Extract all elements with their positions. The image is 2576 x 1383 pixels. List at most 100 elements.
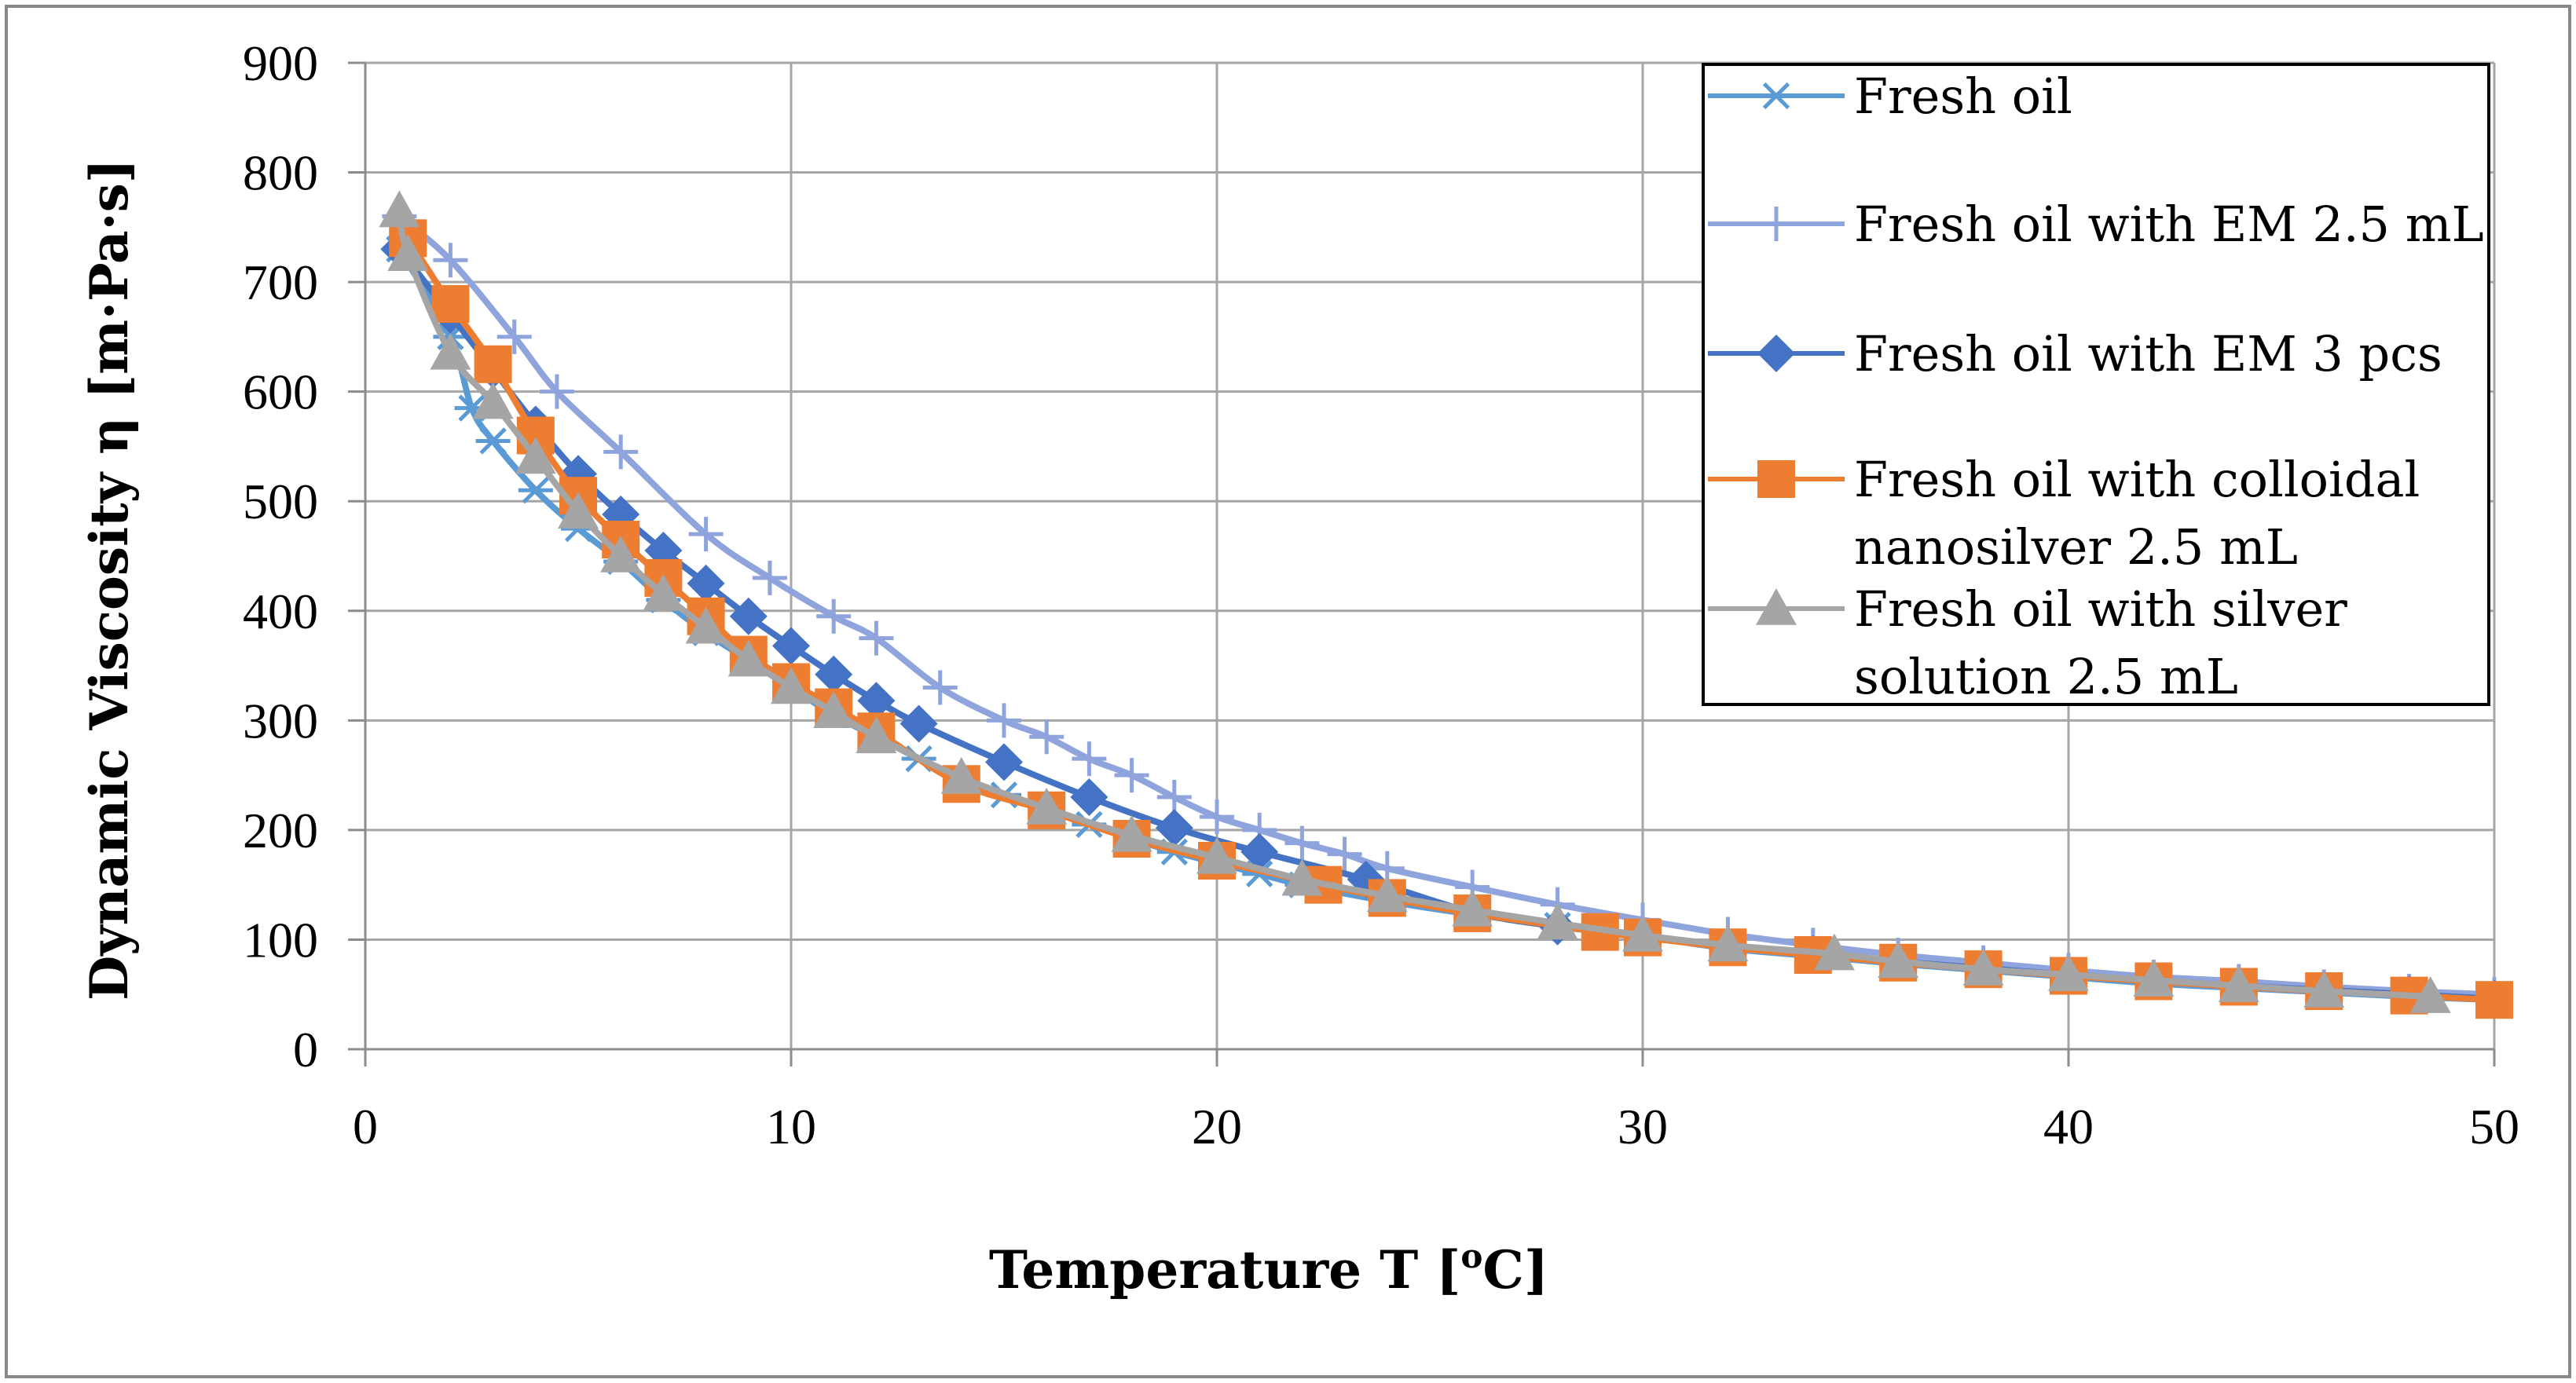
data-point [1878, 941, 1919, 979]
data-point [603, 434, 639, 470]
data-point [643, 573, 684, 611]
y-tick-label: 300 [243, 693, 318, 748]
y-tick-label: 200 [243, 803, 318, 858]
x-axis-title: Temperature T [oC] [989, 1237, 1548, 1301]
data-point [815, 655, 853, 693]
legend-marker-diamond [1757, 335, 1795, 372]
legend-entry-4: Fresh oil with silver solution 2.5 mL [1708, 580, 2347, 705]
series-layer [379, 190, 2513, 1019]
data-point [1284, 825, 1320, 861]
axis-titles: Temperature T [oC] Dynamic Viscosity η [m… [79, 159, 1548, 1301]
y-tick-label: 700 [243, 254, 318, 310]
x-tick-label: 30 [1618, 1099, 1668, 1154]
legend-label: Fresh oil [1854, 68, 2072, 125]
data-point [2048, 954, 2089, 991]
legend-label: nanosilver 2.5 mL [1854, 518, 2298, 576]
data-point [430, 332, 471, 370]
data-point [857, 682, 896, 720]
data-point [1111, 814, 1152, 852]
data-point [1156, 780, 1192, 815]
data-point [922, 670, 958, 705]
data-point [900, 704, 938, 743]
data-point [1281, 858, 1323, 896]
data-point [985, 743, 1023, 781]
data-point [1029, 719, 1064, 755]
data-point [2218, 965, 2259, 1002]
data-point [1622, 914, 1663, 952]
data-point [497, 319, 532, 354]
data-point [1196, 836, 1237, 874]
data-point [1240, 832, 1279, 871]
x-axis-title-end: C] [1482, 1239, 1548, 1301]
y-tick-label: 400 [243, 584, 318, 639]
legend-marker-square [1757, 460, 1795, 498]
x-tick-label: 50 [2469, 1099, 2519, 1154]
data-point [859, 620, 894, 656]
legend-marker-plus [1759, 207, 1794, 241]
data-point [1813, 933, 1855, 971]
x-tick-label: 20 [1192, 1099, 1242, 1154]
x-tick-label: 10 [766, 1099, 816, 1154]
axes: 0 100 200 300 400 500 600 700 800 900 0 10 20 30 40 50 [243, 35, 2519, 1154]
data-point [474, 345, 512, 383]
y-tick-label: 500 [243, 474, 318, 529]
data-point [987, 703, 1021, 738]
x-tick-label: 40 [2043, 1099, 2094, 1154]
data-point [1962, 949, 2004, 986]
legend-box [1702, 63, 2490, 706]
data-point [2475, 981, 2513, 1019]
series-4 [379, 190, 2451, 1013]
legend-label: Fresh oil with silver [1854, 580, 2347, 638]
legend-entry-0: Fresh oil [1708, 68, 2072, 125]
data-point [1026, 787, 1068, 825]
data-point [729, 597, 768, 635]
data-point [1327, 836, 1362, 872]
data-point [687, 564, 725, 602]
y-tick-label: 600 [243, 364, 318, 420]
data-point [2409, 976, 2451, 1013]
data-point [475, 427, 511, 455]
data-point [1366, 875, 1408, 913]
y-axis-title: Dynamic Viscosity η [m·Pa·s] [79, 159, 140, 1001]
y-tick-label: 100 [243, 912, 318, 968]
data-point [688, 517, 724, 552]
data-point [940, 756, 982, 794]
data-point [387, 234, 429, 272]
data-point [558, 492, 599, 529]
data-point [1070, 778, 1108, 817]
data-point [1072, 741, 1107, 777]
x-tick-label: 0 [353, 1099, 378, 1154]
legend-entry-1: Fresh oil with EM 2.5 mL [1708, 196, 2484, 253]
data-point [1707, 924, 1749, 962]
data-point [752, 560, 787, 595]
data-point [1114, 758, 1149, 793]
legend-marker-asterisk [1759, 82, 1794, 110]
data-point [727, 639, 769, 677]
legend-entry-2: Fresh oil with EM 3 pcs [1708, 325, 2442, 382]
data-point [685, 606, 727, 644]
y-tick-label: 0 [293, 1022, 318, 1077]
data-point [2303, 971, 2345, 1008]
data-point [515, 437, 556, 474]
data-point [1200, 799, 1234, 835]
data-point [539, 374, 574, 409]
data-point [816, 598, 852, 634]
data-point [600, 536, 642, 573]
legend-entry-3: Fresh oil with colloidal nanosilver 2.5 m… [1708, 451, 2420, 576]
data-point [771, 667, 812, 704]
data-point [379, 190, 420, 228]
data-point [2133, 960, 2175, 997]
legend-label: Fresh oil with colloidal [1854, 451, 2420, 508]
x-axis-title-sup: o [1460, 1237, 1482, 1275]
x-axis-title-main: Temperature T [ [989, 1239, 1461, 1301]
data-point [472, 382, 514, 419]
y-tick-label: 800 [243, 145, 318, 201]
data-point [856, 716, 897, 754]
data-point [431, 285, 470, 324]
data-point [433, 243, 468, 278]
legend-label: solution 2.5 mL [1854, 648, 2238, 705]
legend-label: Fresh oil with EM 3 pcs [1854, 325, 2442, 382]
legend-label: Fresh oil with EM 2.5 mL [1854, 196, 2484, 253]
